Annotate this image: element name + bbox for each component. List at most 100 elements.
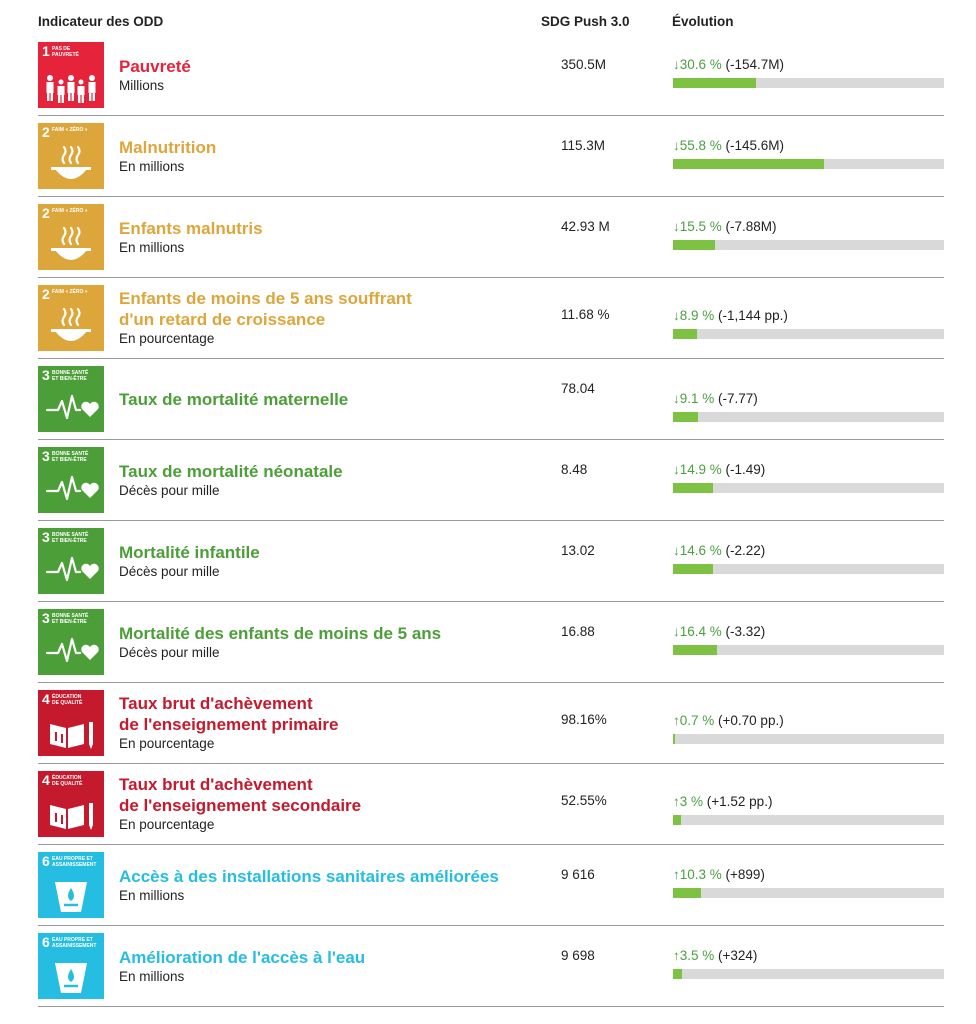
goal-number: 2 xyxy=(42,124,50,140)
evolution-percent: 3 % xyxy=(679,794,704,809)
indicator-unit: En millions xyxy=(119,240,185,255)
water-glass-icon: 6 EAU PROPRE ET ASSAINISSEMENT xyxy=(38,852,104,918)
goal-number: 3 xyxy=(42,367,50,383)
indicator-unit: Décès pour mille xyxy=(119,645,220,660)
indicator-title-line: Taux de mortalité néonatale xyxy=(119,462,343,481)
evolution-text: ↓14.6 % (-2.22) xyxy=(673,542,944,560)
sdg-push-value: 98.16% xyxy=(561,712,607,727)
goal-label: FAIM « ZÉRO » xyxy=(52,206,88,214)
indicator-title: Mortalité des enfants de moins de 5 ans xyxy=(119,623,549,644)
header-sdg-push: SDG Push 3.0 xyxy=(541,14,630,29)
sdg-push-value: 9 698 xyxy=(561,948,595,963)
progress-bar xyxy=(673,78,944,88)
goal-label: DE QUALITÉ xyxy=(52,779,83,787)
progress-bar-fill xyxy=(673,734,675,744)
goal-label: BONNE SANTÉ xyxy=(52,368,89,376)
progress-bar xyxy=(673,159,944,169)
arrow-up-icon: ↑ xyxy=(673,948,680,963)
evolution-cell: ↑0.7 % (+0.70 pp.) xyxy=(673,712,944,744)
goal-number: 6 xyxy=(42,934,50,950)
evolution-delta: (+324) xyxy=(714,948,758,963)
evolution-cell: ↓14.9 % (-1.49) xyxy=(673,461,944,493)
bowl-icon: 2 FAIM « ZÉRO » xyxy=(38,204,104,270)
table-row: 3 BONNE SANTÉ ET BIEN-ÊTRE Taux de mortalit… xyxy=(38,358,944,440)
indicator-title: Amélioration de l'accès à l'eau xyxy=(119,947,549,968)
arrow-down-icon: ↓ xyxy=(673,57,680,72)
goal-label: EAU PROPRE ET xyxy=(52,856,93,862)
sdg-push-value: 8.48 xyxy=(561,462,588,477)
progress-bar-fill xyxy=(673,564,713,574)
indicator-label: Pauvreté Millions xyxy=(119,56,549,95)
goal-label: ET BIEN-ÊTRE xyxy=(52,617,87,625)
goal-number: 2 xyxy=(42,286,50,302)
progress-bar-fill xyxy=(673,159,825,169)
sdg-push-value: 350.5M xyxy=(561,57,607,72)
evolution-cell: ↓30.6 % (-154.7M) xyxy=(673,56,944,88)
indicator-label: Amélioration de l'accès à l'eau En millio… xyxy=(119,947,549,986)
progress-bar-fill xyxy=(673,483,714,493)
table-row: 3 BONNE SANTÉ ET BIEN-ÊTRE Mortalité infant… xyxy=(38,520,944,602)
table-row: 2 FAIM « ZÉRO » Enfants malnutris En millio… xyxy=(38,196,944,278)
indicator-title-line: d'un retard de croissance xyxy=(119,310,326,329)
indicator-title-line: Accès à des installations sanitaires amé… xyxy=(119,867,499,886)
arrow-up-icon: ↑ xyxy=(673,713,680,728)
progress-bar xyxy=(673,412,944,422)
indicator-title-line: de l'enseignement secondaire xyxy=(119,796,362,815)
indicator-label: Mortalité des enfants de moins de 5 ans D… xyxy=(119,623,549,662)
progress-bar-fill xyxy=(673,645,718,655)
evolution-percent: 30.6 % xyxy=(679,57,722,72)
evolution-delta: (+0.70 pp.) xyxy=(714,713,784,728)
evolution-percent: 16.4 % xyxy=(679,624,722,639)
evolution-percent: 9.1 % xyxy=(679,391,715,406)
indicator-unit: En millions xyxy=(119,159,185,174)
indicator-title: Malnutrition xyxy=(119,137,549,158)
indicator-title-line: de l'enseignement primaire xyxy=(119,715,339,734)
goal-number: 4 xyxy=(42,772,50,788)
arrow-down-icon: ↓ xyxy=(673,462,680,477)
sdg-push-value: 115.3M xyxy=(561,138,606,153)
evolution-percent: 8.9 % xyxy=(679,308,715,323)
indicator-label: Taux de mortalité maternelle xyxy=(119,389,549,410)
goal-label: ÉDUCATION xyxy=(52,692,82,700)
indicator-unit: En millions xyxy=(119,888,185,903)
progress-bar-fill xyxy=(673,969,683,979)
goal-label: FAIM « ZÉRO » xyxy=(52,125,88,133)
indicator-label: Malnutrition En millions xyxy=(119,137,549,176)
goal-label: BONNE SANTÉ xyxy=(52,611,89,619)
evolution-text: ↓9.1 % (-7.77) xyxy=(673,390,944,408)
indicator-title: Enfants de moins de 5 ans souffrant d'un … xyxy=(119,288,549,330)
goal-number: 6 xyxy=(42,853,50,869)
evolution-cell: ↑3 % (+1.52 pp.) xyxy=(673,793,944,825)
evolution-percent: 55.8 % xyxy=(679,138,722,153)
indicator-title-line: Taux de mortalité maternelle xyxy=(119,390,349,409)
goal-number: 3 xyxy=(42,529,50,545)
evolution-text: ↓55.8 % (-145.6M) xyxy=(673,137,944,155)
table-row: 3 BONNE SANTÉ ET BIEN-ÊTRE Mortalité des en… xyxy=(38,601,944,683)
arrow-down-icon: ↓ xyxy=(673,138,680,153)
evolution-cell: ↓55.8 % (-145.6M) xyxy=(673,137,944,169)
evolution-text: ↑3 % (+1.52 pp.) xyxy=(673,793,944,811)
evolution-delta: (-145.6M) xyxy=(721,138,785,153)
progress-bar xyxy=(673,969,944,979)
progress-bar-fill xyxy=(673,329,698,339)
indicator-title-line: Mortalité des enfants de moins de 5 ans xyxy=(119,624,442,643)
family-icon: 1 PAS DE PAUVRETÉ xyxy=(38,42,104,108)
goal-label: DE QUALITÉ xyxy=(52,698,83,706)
goal-label: ASSAINISSEMENT xyxy=(52,943,96,949)
goal-number: 3 xyxy=(42,448,50,464)
table-row: 6 EAU PROPRE ET ASSAINISSEMENT Accès à des … xyxy=(38,844,944,926)
indicator-label: Taux brut d'achèvement de l'enseignement … xyxy=(119,774,549,834)
progress-bar xyxy=(673,734,944,744)
goal-label: BONNE SANTÉ xyxy=(52,530,89,538)
heartbeat-icon: 3 BONNE SANTÉ ET BIEN-ÊTRE xyxy=(38,528,104,594)
sdg-push-value: 42.93 M xyxy=(561,219,610,234)
evolution-text: ↓30.6 % (-154.7M) xyxy=(673,56,944,74)
evolution-delta: (+1.52 pp.) xyxy=(703,794,773,809)
evolution-delta: (-1.49) xyxy=(721,462,766,477)
evolution-percent: 15.5 % xyxy=(679,219,722,234)
goal-number: 4 xyxy=(42,691,50,707)
indicator-title-line: Taux brut d'achèvement xyxy=(119,775,313,794)
indicator-label: Mortalité infantile Décès pour mille xyxy=(119,542,549,581)
indicator-title: Pauvreté xyxy=(119,56,549,77)
evolution-percent: 10.3 % xyxy=(679,867,722,882)
